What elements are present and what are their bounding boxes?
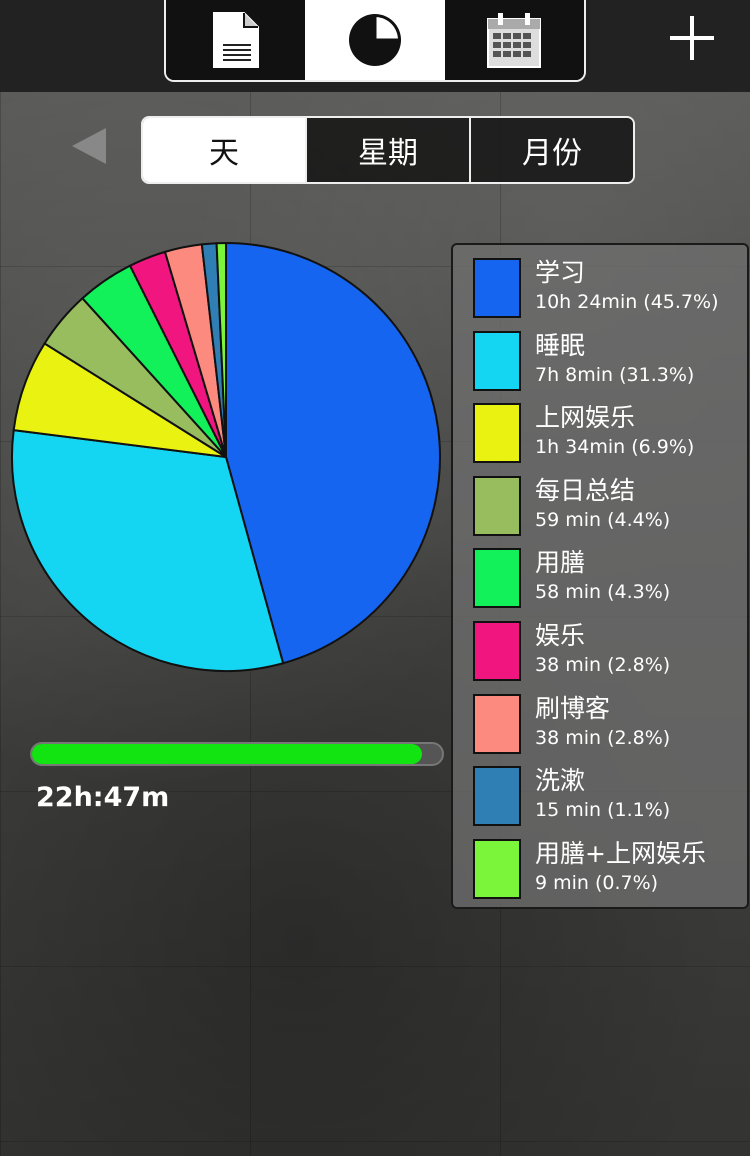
legend-swatch: [473, 693, 521, 754]
legend-swatch: [473, 766, 521, 827]
calendar-icon: [487, 13, 542, 68]
document-icon: [212, 12, 259, 68]
legend-value: 59 min (4.4%): [535, 508, 671, 531]
legend-item: 用膳 58 min (4.3%): [473, 548, 749, 610]
period-month-button[interactable]: 月份: [469, 118, 633, 182]
tab-list-view[interactable]: [166, 0, 306, 80]
tab-chart-view[interactable]: [305, 0, 445, 80]
pie-chart-icon: [348, 14, 401, 66]
legend-item: 用膳+上网娱乐 9 min (0.7%): [473, 838, 749, 901]
legend-swatch: [473, 258, 521, 318]
legend-swatch: [473, 403, 521, 464]
legend-item: 睡眠 7h 8min (31.3%): [473, 330, 749, 393]
legend-value: 7h 8min (31.3%): [535, 363, 695, 386]
legend-value: 1h 34min (6.9%): [535, 436, 695, 459]
legend-swatch: [473, 330, 521, 391]
legend-label: 学习: [535, 258, 586, 287]
legend-label: 娱乐: [535, 621, 586, 650]
legend-swatch: [473, 621, 521, 681]
legend-value: 38 min (2.8%): [535, 726, 671, 749]
time-pie-chart: [11, 241, 441, 672]
legend-value: 10h 24min (45.7%): [535, 291, 719, 313]
legend-swatch: [473, 475, 521, 536]
legend-item: 学习 10h 24min (45.7%): [473, 258, 749, 320]
back-arrow-icon[interactable]: [72, 128, 106, 164]
legend-label: 刷博客: [535, 693, 611, 723]
pie-slice-1: [11, 429, 285, 672]
chart-legend: 学习 10h 24min (45.7%) 睡眠 7h 8min (31.3%) 上网娱乐…: [451, 243, 749, 909]
legend-item: 洗漱 15 min (1.1%): [473, 766, 749, 828]
legend-label: 上网娱乐: [535, 403, 636, 433]
legend-value: 38 min (2.8%): [535, 654, 671, 676]
view-switcher: [164, 0, 586, 82]
period-day-button[interactable]: 天: [143, 118, 305, 182]
tab-calendar-view[interactable]: [444, 0, 584, 80]
pie-slice-8: [215, 241, 227, 458]
legend-item: 娱乐 38 min (2.8%): [473, 621, 749, 683]
top-toolbar: [0, 0, 750, 92]
legend-item: 刷博客 38 min (2.8%): [473, 693, 749, 756]
day-progress-bar: [30, 742, 444, 766]
legend-value: 9 min (0.7%): [535, 871, 659, 894]
legend-item: 每日总结 59 min (4.4%): [473, 475, 749, 538]
legend-value: 15 min (1.1%): [535, 799, 671, 822]
legend-swatch: [473, 838, 521, 899]
day-progress-fill: [32, 744, 422, 764]
legend-item: 上网娱乐 1h 34min (6.9%): [473, 403, 749, 465]
period-selector: 天 星期 月份: [141, 116, 635, 184]
legend-label: 每日总结: [535, 475, 636, 505]
plus-icon[interactable]: [666, 12, 718, 64]
period-week-button[interactable]: 星期: [305, 118, 469, 182]
legend-label: 睡眠: [535, 330, 586, 360]
legend-label: 用膳+上网娱乐: [535, 838, 706, 868]
total-time: 22h:47m: [36, 782, 170, 813]
legend-label: 用膳: [535, 548, 586, 578]
legend-swatch: [473, 548, 521, 609]
legend-value: 58 min (4.3%): [535, 581, 671, 604]
pie-slice-0: [225, 241, 441, 665]
legend-label: 洗漱: [535, 766, 586, 796]
